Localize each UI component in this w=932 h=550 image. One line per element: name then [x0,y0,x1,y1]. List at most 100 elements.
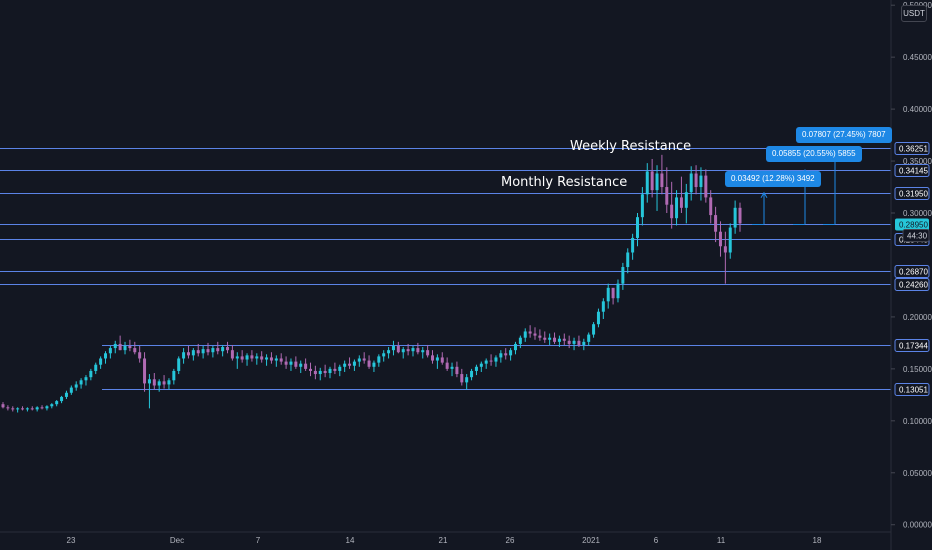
candle [387,347,391,359]
candle [382,350,386,362]
candle [553,332,557,344]
candle [211,346,215,358]
candle [123,341,127,355]
candle [245,353,249,366]
quote-unit-badge[interactable]: USDT [901,5,927,22]
candle [396,341,400,354]
candle [279,353,283,365]
price-level-tag-1 [894,164,930,177]
time-axis[interactable]: 23 Dec 7 14 21 26 2021 6 11 18 [67,536,822,545]
monthly-resistance-label[interactable]: Monthly Resistance [501,175,628,190]
candle [670,181,674,229]
candle [304,358,308,371]
candle [660,154,664,195]
candle [128,339,132,352]
candle [60,395,64,404]
candle [133,341,137,355]
x-tick-label-3: 14 [346,536,355,545]
candle [445,357,449,371]
price-level-tag-6 [894,278,930,291]
measure-callout-small[interactable]: 0.03492 (12.28%) 3492 [725,171,821,187]
candle [221,344,225,357]
candle [543,331,547,343]
candle [328,366,332,379]
candle [572,337,576,351]
price-axis[interactable]: 0.500000.450000.400000.350000.300000.200… [891,1,932,530]
candle [84,375,88,386]
candle [235,352,239,369]
x-tick-label-7: 6 [654,536,659,545]
measure-callout-large[interactable]: 0.07807 (27.45%) 7807 [796,127,892,143]
candle [626,248,630,274]
candle [21,406,25,411]
candle [191,348,195,361]
candle [557,335,561,348]
candle [421,347,425,359]
candle [699,167,703,201]
candle [152,373,156,390]
candle [230,344,234,361]
x-tick-label-4: 21 [439,536,448,545]
candle [694,165,698,195]
candle [645,163,649,203]
candle [55,400,59,407]
candle [226,341,230,354]
candle [631,233,635,260]
candle [621,262,625,290]
candle [45,405,49,411]
candle [357,355,361,367]
candle [528,325,532,338]
candle [411,346,415,357]
candle [504,348,508,360]
x-tick-label-6: 2021 [582,536,600,545]
candle [177,356,181,375]
candle [479,361,483,372]
candle [391,340,395,356]
candle [679,176,683,214]
x-tick-label-8: 11 [717,536,726,545]
candle [289,358,293,371]
candle [562,333,566,345]
y-tick-label-9: 0.00000 [903,521,932,530]
candle [675,190,679,226]
y-tick-label-7: 0.10000 [903,417,932,426]
candle [79,378,83,389]
candle [11,406,15,412]
candle [709,190,713,224]
y-tick-label-2: 0.40000 [903,105,932,114]
candle [74,381,78,391]
candle [299,360,303,374]
candle [186,346,190,359]
candle [523,328,527,342]
candle [313,365,317,380]
candle [655,165,659,211]
candle [499,350,503,363]
candle [196,343,200,357]
candle [274,355,278,367]
candle [684,183,688,224]
candle [587,332,591,347]
price-level-label-0: 0.36251 [899,145,928,154]
candle [640,187,644,226]
candle [431,350,435,364]
weekly-resistance-label[interactable]: Weekly Resistance [570,139,692,154]
candle [206,342,210,356]
price-level-tag-3 [895,218,929,231]
candle [201,346,205,359]
price-level-label-5: 0.26870 [899,268,928,277]
price-level-label-7: 0.17344 [899,342,928,351]
candle [172,368,176,385]
price-level-tag-8 [894,383,930,396]
y-tick-label-6: 0.15000 [903,365,932,374]
candle [416,342,420,355]
candle [162,375,166,389]
candle [689,166,693,201]
candle [260,351,264,363]
candle [284,356,288,369]
candle [113,340,117,354]
candle [636,213,640,247]
price-level-label-1: 0.34145 [899,167,928,176]
measure-callout-medium[interactable]: 0.05855 (20.55%) 5855 [766,146,862,162]
candle [352,359,356,371]
